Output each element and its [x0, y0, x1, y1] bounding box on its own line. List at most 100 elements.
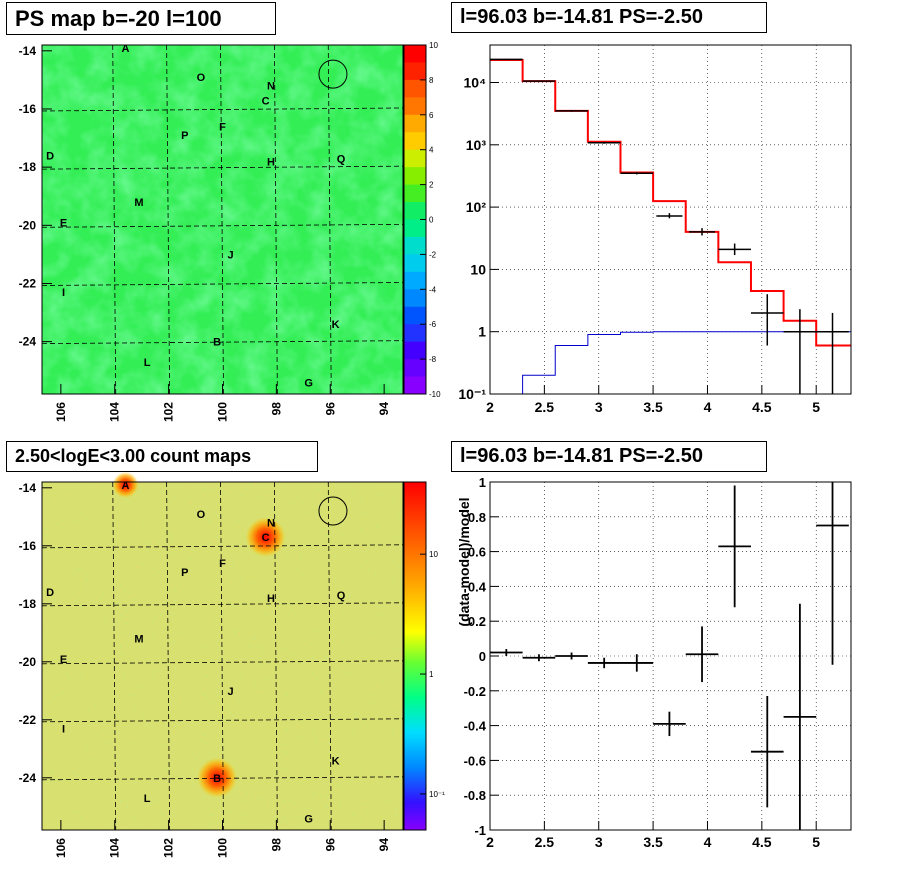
source-label-M: M [134, 634, 143, 646]
ps-grid-lat-0 [41, 107, 404, 112]
source-label-P: P [181, 130, 188, 142]
resid-ytick-label-7: 0.4 [468, 579, 487, 594]
spec-datapoint-9 [783, 309, 817, 394]
ps-palette-bin-18 [404, 359, 426, 378]
spec-xtick-label-3: 3.5 [643, 399, 663, 415]
count-position-circle [318, 496, 348, 526]
resid-ytick-label-2: -0.6 [464, 753, 486, 768]
ps-xtick-label-4: 98 [269, 402, 283, 416]
resid-datapoint-2 [555, 652, 588, 660]
resid-xtick-label-2: 3 [595, 834, 603, 850]
count-xtick-label-6: 94 [377, 838, 391, 852]
ps-palette-bin-3 [404, 97, 426, 116]
ps-ytick-label-1: -16 [19, 102, 37, 116]
resid-xtick-label-3: 3.5 [643, 834, 663, 850]
ps-palette-label-1: 8 [429, 76, 434, 85]
ps-palette-bin-13 [404, 271, 426, 290]
ps-palette-bin-9 [404, 202, 426, 220]
source-label-O: O [197, 72, 206, 84]
count-ytick-label-1: -16 [19, 539, 37, 553]
spec-ytick-label-0: 10⁻¹ [458, 386, 486, 402]
spec-series-1 [490, 331, 851, 395]
count-palette-gradient [404, 482, 426, 830]
ps-position-circle [318, 59, 348, 89]
source-label-B: B [213, 337, 221, 349]
ps-palette-label-6: -2 [429, 250, 437, 259]
count-ytick-label-2: -18 [19, 597, 37, 611]
source-label-Q: Q [337, 153, 346, 165]
hotspot-B [197, 757, 238, 798]
ps-palette-bin-16 [404, 324, 426, 343]
spec-ytick-label-4: 10³ [466, 137, 487, 153]
resid-datapoint-8 [750, 696, 784, 808]
source-label-B: B [213, 773, 221, 785]
count-grid-lat-4 [41, 776, 404, 781]
resid-datapoint-0 [490, 649, 523, 656]
source-label-J: J [228, 686, 234, 698]
source-label-A: A [122, 480, 130, 492]
spec-datapoint-5 [656, 213, 683, 219]
spec-datapoint-7 [718, 243, 751, 256]
spec-datapoint-0 [490, 58, 523, 61]
spectrum-title: l=96.03 b=-14.81 PS=-2.50 [451, 2, 767, 33]
source-label-K: K [332, 319, 340, 331]
source-label-H: H [267, 593, 275, 605]
ps-ytick-label-5: -24 [19, 335, 37, 349]
hotspot-C [245, 517, 286, 558]
ps-xtick-label-1: 104 [108, 402, 122, 422]
spec-datapoint-8 [750, 294, 784, 346]
ps-palette-label-7: -4 [429, 285, 437, 294]
resid-ytick-label-6: 0.2 [468, 614, 486, 629]
ps-grid-lat-1 [41, 165, 404, 170]
resid-ylabel: (data-model)/model [456, 497, 472, 626]
ps-palette-bin-0 [404, 45, 426, 63]
source-label-G: G [304, 813, 313, 825]
resid-xtick-label-4: 4 [704, 834, 712, 850]
resid-ytick-label-5: 0 [479, 649, 486, 664]
source-label-I: I [62, 724, 65, 736]
source-label-L: L [144, 357, 151, 369]
ps-xtick-label-6: 94 [377, 402, 391, 416]
ps-palette-label-9: -8 [429, 355, 437, 364]
ps-ytick-label-3: -20 [19, 218, 37, 232]
ps-palette-bin-8 [404, 184, 426, 203]
count-ytick-label-4: -22 [19, 713, 37, 727]
hotspot-A [112, 471, 139, 498]
spec-xtick-label-0: 2 [486, 399, 494, 415]
ps-grid-lon-4 [327, 44, 332, 395]
count-palette-label-2: 10⁻¹ [429, 790, 445, 799]
spec-datapoint-10 [816, 312, 849, 394]
source-label-N: N [267, 81, 275, 93]
count-palette-label-0: 10 [429, 550, 438, 559]
resid-xtick-label-0: 2 [486, 834, 494, 850]
resid-ytick-label-1: -0.8 [464, 788, 486, 803]
count-xtick-label-0: 106 [54, 838, 68, 858]
source-label-F: F [219, 121, 226, 133]
ps-palette-label-2: 6 [429, 111, 434, 120]
count-xtick-label-2: 102 [162, 838, 176, 858]
count-map-title: 2.50<logE<3.00 count maps [6, 441, 318, 472]
ps-ytick-label-4: -22 [19, 276, 37, 290]
resid-datapoint-10 [816, 482, 849, 665]
ps-grid-lat-3 [41, 282, 404, 286]
source-label-E: E [60, 654, 67, 666]
ps-ytick-label-0: -14 [19, 44, 37, 58]
resid-datapoint-4 [620, 654, 654, 672]
resid-ytick-label-4: -0.2 [464, 684, 486, 699]
ps-palette-bin-14 [404, 289, 426, 308]
ps-grid-lon-3 [273, 44, 278, 395]
resid-ytick-label-0: -1 [474, 823, 486, 838]
resid-datapoint-1 [522, 654, 556, 662]
spec-ytick-label-1: 1 [478, 324, 486, 340]
resid-xtick-label-1: 2.5 [535, 834, 555, 850]
resid-ytick-label-9: 0.8 [468, 510, 486, 525]
count-ytick-label-5: -24 [19, 771, 37, 785]
spec-xtick-label-2: 3 [595, 399, 603, 415]
ps-palette-label-8: -6 [429, 320, 437, 329]
source-label-J: J [228, 249, 234, 261]
count-xtick-label-1: 104 [108, 838, 122, 858]
count-ytick-label-3: -20 [19, 655, 37, 669]
source-label-N: N [267, 518, 275, 530]
ps-palette-bin-11 [404, 236, 426, 255]
